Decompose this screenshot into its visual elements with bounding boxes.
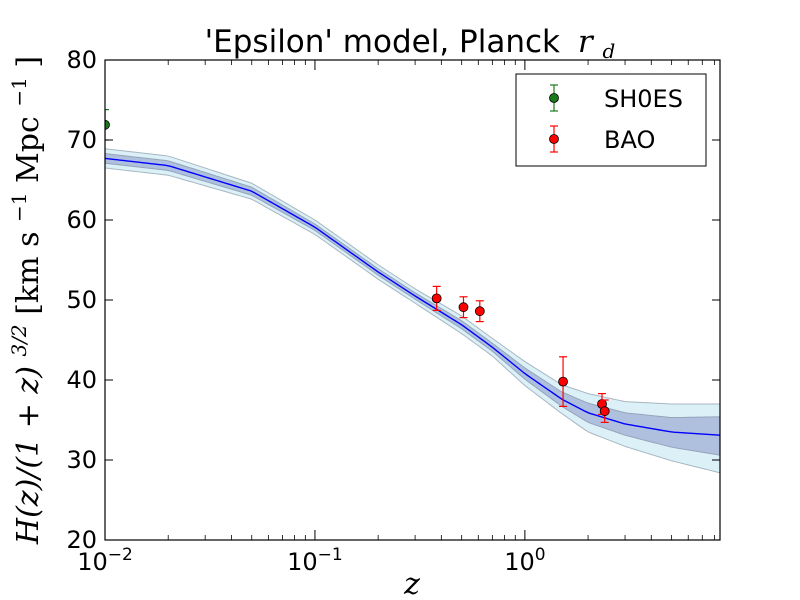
marker-bao [599,406,610,417]
y-tick-label: 70 [66,126,97,154]
y-label-exp: 3/2 [7,324,31,356]
data-point-bao [431,285,442,311]
marker-bao [558,376,568,387]
marker-bao [431,293,442,304]
y-label-units-mid: Mpc [11,116,46,183]
legend: SH0ES BAO [515,73,707,167]
legend-marker [549,134,559,144]
y-label-units-exp1: −1 [7,193,31,222]
x-tick-label: 10−1 [287,545,343,576]
marker-bao [474,306,485,317]
y-label-units-close: ] [11,56,46,68]
legend-label: SH0ES [604,85,683,113]
y-tick-label: 20 [66,526,97,554]
legend-entry-bao: BAO [549,125,655,154]
y-label-main: H(z)/(1 + z) [11,366,46,545]
x-tick-label: 10−2 [77,545,133,576]
model-curve [105,157,720,436]
data-point-bao [558,356,568,407]
marker-bao [458,302,469,313]
y-tick-label: 50 [66,286,97,314]
y-tick-label: 30 [66,446,97,474]
y-tick-label: 40 [66,366,97,394]
plot-area [105,108,720,474]
confidence-band-1sigma [105,153,720,456]
y-tick-label: 80 [66,46,97,74]
data-point-bao [458,296,469,319]
confidence-band-2sigma [105,148,720,474]
y-tick-label: 60 [66,206,97,234]
legend-marker [549,93,559,103]
data-point-bao [599,399,610,423]
legend-label: BAO [604,126,655,154]
marker-sh0es [105,119,110,130]
x-axis-label: z [403,567,420,600]
chart-title-main: 'Epsilon' model, Planck [205,24,560,60]
legend-entry-sh0es: SH0ES [549,84,683,113]
y-label-units-open: [km s [11,232,46,315]
chart-title-r: r [578,24,595,60]
axis-ticks: 20 30 40 50 60 70 80 10−2 10−1 100 [66,46,720,576]
y-label-units-exp2: −1 [7,77,31,106]
y-axis-label: H(z)/(1 + z) 3/2 [km s −1 Mpc −1 ] [0,56,46,545]
chart-title-subscript: d [603,39,616,63]
legend-box [515,73,707,167]
chart-title: 'Epsilon' model, Planck r d [205,24,616,63]
data-point-bao [474,300,485,323]
x-tick-label: 100 [504,545,545,576]
